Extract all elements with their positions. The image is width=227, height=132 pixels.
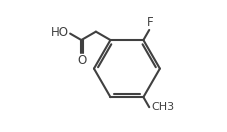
Text: HO: HO xyxy=(51,26,69,39)
Text: CH3: CH3 xyxy=(151,102,173,112)
Text: F: F xyxy=(146,16,153,29)
Text: O: O xyxy=(77,54,86,67)
